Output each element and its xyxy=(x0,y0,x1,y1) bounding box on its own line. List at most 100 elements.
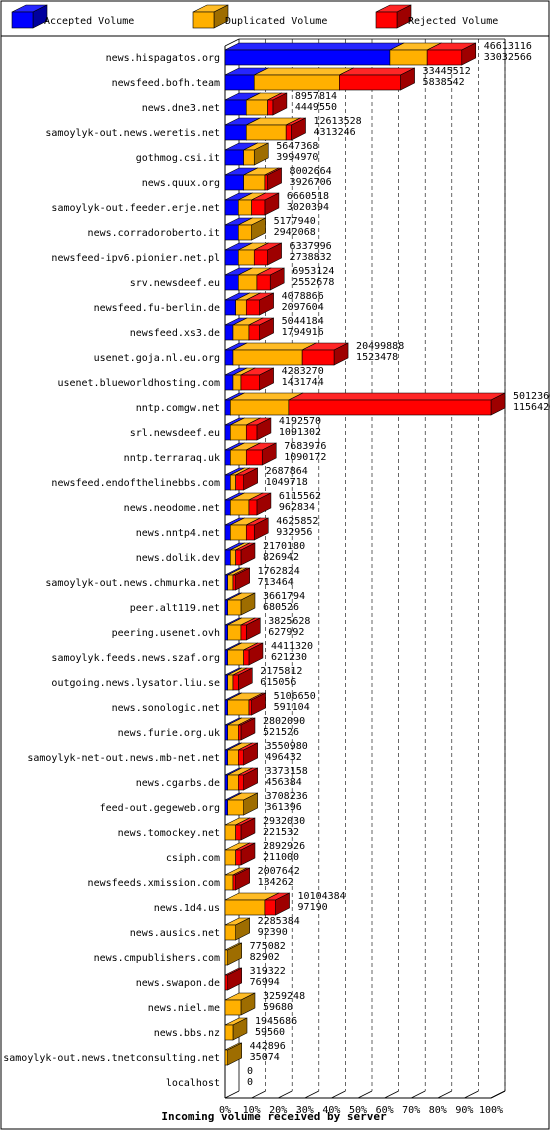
value-label-total: 4283270 xyxy=(282,366,324,377)
value-label-total: 8957814 xyxy=(295,91,337,102)
bar-segment-rejected xyxy=(238,717,256,741)
category-label: newsfeed.xs3.de xyxy=(130,328,220,339)
category-label: usenet.blueworldhosting.com xyxy=(57,378,220,389)
bar-segment-duplicated xyxy=(224,992,256,1016)
category-label: csiph.com xyxy=(166,853,220,864)
value-label-second: 1091302 xyxy=(279,427,321,438)
value-label-total: 4625852 xyxy=(276,516,318,527)
bar-segment-rejected xyxy=(238,742,258,766)
bar-segment-duplicated xyxy=(227,592,256,616)
x-axis: 0% 10% 20% 30% 40% 50% 60% 70% 80% 90% 100% xyxy=(219,1090,506,1116)
bar-row: usenet.blueworldhosting.com 4283270143174… xyxy=(57,366,324,391)
bar-segment-rejected xyxy=(245,442,277,466)
value-label-total: 775082 xyxy=(250,941,286,952)
value-label-total: 2007642 xyxy=(258,866,300,877)
category-label: nntp.comgw.net xyxy=(136,403,220,414)
value-label-second: 4313246 xyxy=(314,127,356,138)
bar-segment-rejected xyxy=(245,417,272,441)
legend-label-0: Accepted Volume xyxy=(44,16,134,27)
x-tick-mark xyxy=(331,1090,346,1099)
category-label: newsfeeds.xmission.com xyxy=(88,878,220,889)
value-label-total: 7683976 xyxy=(284,441,326,452)
value-label-total: 5106650 xyxy=(274,691,316,702)
legend-swatch-1 xyxy=(192,4,229,29)
value-label-total: 4078866 xyxy=(282,291,324,302)
bar-segment-duplicated xyxy=(224,942,242,966)
bar-segment-rejected xyxy=(248,317,274,341)
bar-segment-rejected xyxy=(240,367,274,391)
value-label-second: 134262 xyxy=(258,877,294,888)
x-tick-mark xyxy=(278,1090,293,1099)
value-label-total: 2892926 xyxy=(263,841,305,852)
category-label: newsfeed.fu-berlin.de xyxy=(94,303,220,314)
x-tick-label: 100% xyxy=(479,1105,503,1116)
x-tick-label: 0% xyxy=(219,1105,231,1116)
category-label: feed-out.gegeweb.org xyxy=(100,803,220,814)
bar-segment-rejected xyxy=(235,542,256,566)
category-label: samoylyk-out.news.weretis.net xyxy=(45,128,220,139)
category-label: peer.alt119.net xyxy=(130,603,220,614)
value-label-total: 442896 xyxy=(250,1041,286,1052)
x-tick-mark xyxy=(304,1090,319,1099)
value-label-total: 2175812 xyxy=(260,666,302,677)
value-label-total: 50123662 xyxy=(513,391,550,402)
value-label-second: 33032566 xyxy=(484,52,532,63)
category-label: news.corradoroberto.it xyxy=(88,228,220,239)
x-tick-mark xyxy=(464,1090,479,1099)
value-label-total: 4411320 xyxy=(271,641,313,652)
value-label-total: 0 xyxy=(247,1066,253,1077)
bar-row: samoylyk-out.news.weretis.net 12613528431… xyxy=(45,116,362,141)
x-tick-mark xyxy=(384,1090,399,1099)
value-label-second: 932956 xyxy=(276,527,312,538)
category-label: news.nntp4.net xyxy=(136,528,220,539)
value-label-second: 521526 xyxy=(263,727,299,738)
category-label: news.cgarbs.de xyxy=(136,778,220,789)
bar-segment-rejected xyxy=(245,517,269,541)
value-label-total: 3825628 xyxy=(268,616,310,627)
value-label-second: 962834 xyxy=(279,502,315,513)
bar-segment-rejected xyxy=(301,342,349,366)
x-tick-label: 70% xyxy=(402,1105,420,1116)
category-label: srl.newsdeef.eu xyxy=(130,428,220,439)
bar-row: nntp.comgw.net 501236621156426 xyxy=(136,391,550,416)
value-label-second: 627992 xyxy=(268,627,304,638)
value-label-total: 6953124 xyxy=(292,266,334,277)
x-tick-label: 50% xyxy=(349,1105,367,1116)
category-label: news.furie.org.uk xyxy=(118,728,220,739)
x-tick-label: 10% xyxy=(243,1105,261,1116)
category-label: samoylyk-out.feeder.erje.net xyxy=(51,203,220,214)
x-tick-label: 60% xyxy=(376,1105,394,1116)
value-label-second: 76994 xyxy=(250,977,280,988)
value-label-second: 591104 xyxy=(274,702,310,713)
bar-segment-rejected xyxy=(232,567,250,591)
bar-row: samoylyk-net-out.news.mb-net.net 35509804… xyxy=(27,741,308,766)
x-tick-mark xyxy=(357,1090,373,1099)
bar-segment-rejected xyxy=(235,467,258,491)
bar-row: newsfeed-ipv6.pionier.net.pl 633799627388… xyxy=(51,241,332,266)
value-label-total: 319322 xyxy=(250,966,286,977)
bar-segment-rejected xyxy=(264,892,290,916)
category-label: news.sonologic.net xyxy=(112,703,220,714)
bar-segment-duplicated xyxy=(227,792,258,816)
bar-segment-duplicated xyxy=(253,67,354,91)
value-label-second: 680526 xyxy=(263,602,299,613)
value-label-second: 713464 xyxy=(258,577,294,588)
value-label-total: 5177940 xyxy=(274,216,316,227)
bar-segment-rejected xyxy=(253,242,282,266)
value-label-total: 20499888 xyxy=(356,341,404,352)
category-label: news.hispagatos.org xyxy=(106,53,220,64)
category-label: newsfeed.bofh.team xyxy=(112,78,220,89)
value-label-total: 2802090 xyxy=(263,716,305,727)
bar-segment-rejected xyxy=(232,867,250,891)
category-label: localhost xyxy=(166,1078,220,1089)
